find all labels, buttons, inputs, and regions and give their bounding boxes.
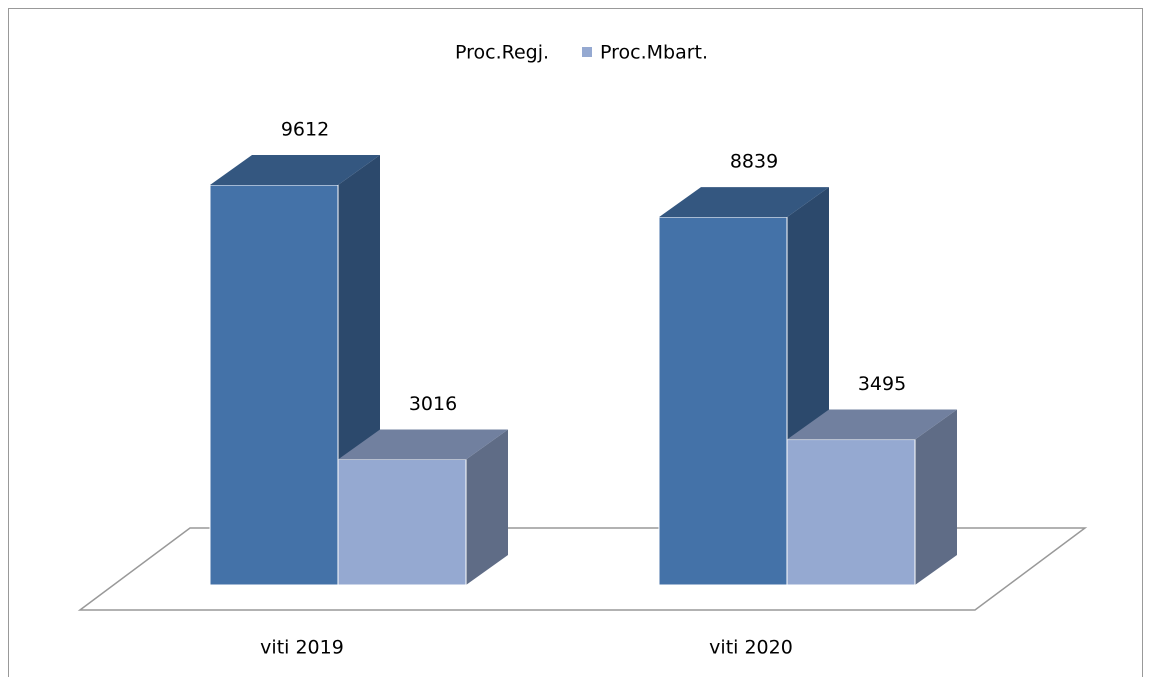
bar (658, 216, 788, 586)
data-label: 8839 (730, 151, 778, 173)
bar-top (210, 155, 380, 185)
x-tick-label: viti 2019 (260, 637, 344, 659)
bar-top (659, 187, 829, 218)
legend-label: Proc.Regj. (455, 42, 549, 64)
bar-top (787, 409, 957, 440)
data-label: 9612 (281, 119, 329, 141)
legend-marker (582, 47, 592, 57)
x-tick-label: viti 2020 (709, 637, 793, 659)
bar-top (338, 429, 508, 460)
bar (209, 184, 339, 586)
bar-side (466, 429, 508, 585)
legend-label: Proc.Mbart. (600, 42, 708, 64)
data-label: 3495 (858, 373, 906, 395)
bar (786, 439, 916, 586)
bar (337, 458, 467, 586)
bar-side (915, 409, 957, 585)
data-label: 3016 (409, 393, 457, 415)
